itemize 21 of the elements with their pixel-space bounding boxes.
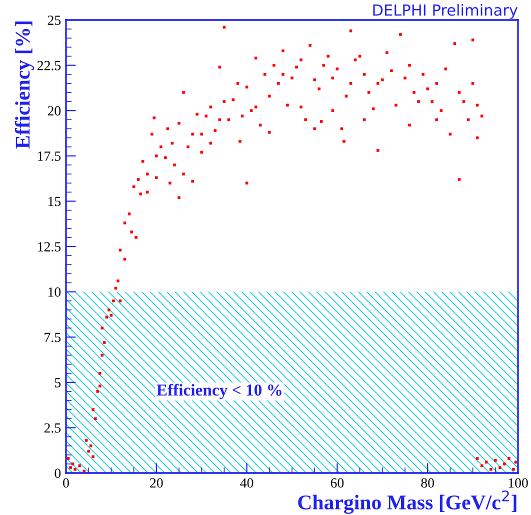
y-tick-label: 20 [48,106,61,116]
x-axis-title: Chargino Mass [GeV/c$^{2}$] [298,490,516,514]
band-label: Efficiency < 10 % [156,384,282,400]
x-tick-label: 20 [150,478,163,488]
y-tick-label: 0 [54,468,61,478]
y-tick-label: 2.5 [44,423,61,433]
x-tick-label: 60 [330,478,344,488]
x-tick-label: 0 [63,478,69,488]
y-tick-label: 12.5 [38,242,61,252]
y-tick-label: 15 [48,196,61,206]
y-tick-label: 22.5 [37,60,61,70]
y-tick-label: 25 [48,16,61,25]
x-tick-label: 40 [240,478,254,488]
y-tick-label: 17.5 [38,152,61,161]
y-tick-label: 10 [48,287,61,297]
y-tick-label: 5 [55,378,61,388]
x-tick-label: 80 [421,478,434,488]
y-axis-title: Efficiency [%] [14,22,34,149]
x-tick-label: 100 [508,478,528,488]
text: DELPHI Preliminary [373,4,518,19]
y-tick-label: 7.5 [44,332,61,342]
